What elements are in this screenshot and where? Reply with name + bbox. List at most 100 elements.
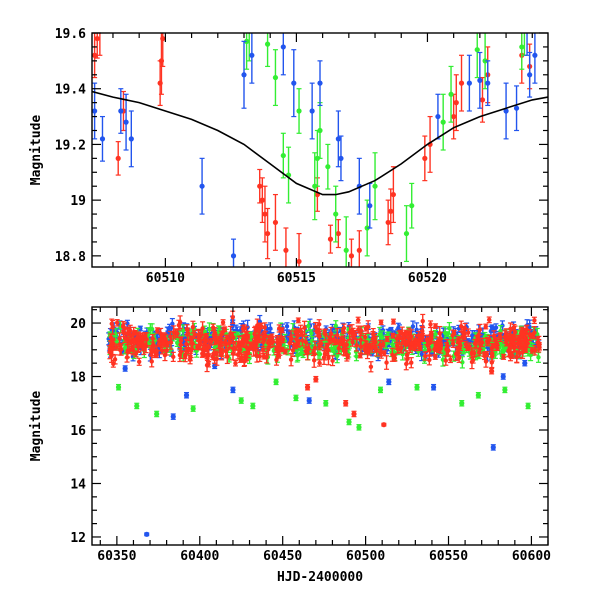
data-point <box>328 225 333 253</box>
data-point <box>384 356 389 369</box>
data-layer <box>106 311 542 537</box>
data-point <box>502 387 507 392</box>
data-point <box>476 393 481 398</box>
data-point <box>305 385 310 390</box>
data-point <box>485 61 490 106</box>
data-point <box>487 317 492 323</box>
data-point <box>381 422 386 427</box>
data-point <box>391 167 396 223</box>
data-point <box>293 395 298 400</box>
data-point <box>116 385 121 390</box>
y-tick-label: 16 <box>70 424 86 439</box>
data-point <box>336 220 341 248</box>
data-point <box>281 133 286 178</box>
data-point <box>522 360 527 365</box>
x-tick-label: 60450 <box>263 549 302 564</box>
data-point <box>378 387 383 392</box>
data-layer <box>92 0 548 289</box>
data-point <box>134 403 139 408</box>
data-point <box>123 94 128 150</box>
data-point <box>296 318 301 323</box>
data-point <box>171 414 176 419</box>
data-point <box>459 55 464 111</box>
data-point <box>368 362 373 372</box>
data-point <box>97 0 102 55</box>
x-tick-label: 60400 <box>180 549 219 564</box>
y-axis-label: Magnitude <box>29 391 44 462</box>
data-point <box>137 358 142 365</box>
data-point <box>239 398 244 403</box>
data-point <box>116 142 121 175</box>
data-point <box>118 89 123 134</box>
x-tick-label: 60500 <box>346 549 385 564</box>
data-point <box>431 385 436 390</box>
y-tick-label: 14 <box>70 477 86 492</box>
data-point <box>296 89 301 134</box>
data-point <box>330 356 335 366</box>
data-point <box>129 111 134 167</box>
data-point <box>317 103 322 159</box>
data-point <box>454 75 459 131</box>
y-tick-label: 19.2 <box>55 138 86 153</box>
data-point <box>367 183 372 228</box>
data-point <box>428 321 433 328</box>
data-point <box>475 22 480 78</box>
data-point <box>489 369 494 374</box>
data-point <box>527 53 532 98</box>
data-point <box>414 385 419 390</box>
data-point <box>317 360 322 366</box>
data-point <box>323 401 328 406</box>
x-tick-label: 60600 <box>512 549 551 564</box>
data-point <box>273 379 278 384</box>
data-point <box>532 317 537 323</box>
series-2255ee <box>92 0 537 273</box>
data-point <box>386 379 391 384</box>
data-point <box>325 144 330 189</box>
data-point <box>443 356 448 365</box>
data-point <box>285 323 290 330</box>
data-point <box>409 183 414 228</box>
data-point <box>95 19 100 58</box>
x-tick-label: 60515 <box>277 271 316 286</box>
data-point <box>265 22 270 67</box>
data-point <box>247 0 252 61</box>
data-point <box>184 393 189 398</box>
data-point <box>459 401 464 406</box>
y-tick-label: 18.8 <box>55 250 86 265</box>
data-point <box>372 153 377 220</box>
data-point <box>391 319 396 324</box>
data-point <box>346 419 351 424</box>
data-point <box>338 136 343 181</box>
data-point <box>351 411 356 416</box>
y-tick-label: 20 <box>70 317 86 332</box>
data-point <box>356 425 361 430</box>
data-point <box>379 320 384 324</box>
y-tick-label: 19.6 <box>55 27 86 42</box>
data-point <box>386 200 391 245</box>
data-point <box>317 61 322 106</box>
series-ff3322 <box>92 0 532 289</box>
data-point <box>281 19 286 75</box>
x-tick-label: 60350 <box>97 549 136 564</box>
data-point <box>448 66 453 122</box>
data-point <box>273 195 278 251</box>
data-point <box>199 158 204 214</box>
y-tick-label: 12 <box>70 531 86 546</box>
data-point <box>144 532 149 537</box>
data-point <box>310 83 315 139</box>
data-point <box>519 25 524 70</box>
data-point <box>307 398 312 403</box>
data-point <box>154 411 159 416</box>
data-point <box>241 41 246 108</box>
data-point <box>286 147 291 203</box>
data-point <box>230 387 235 392</box>
data-point <box>501 374 506 379</box>
data-point <box>491 445 496 450</box>
data-point <box>422 136 427 181</box>
x-axis-label: HJD-2400000 <box>277 570 363 585</box>
y-tick-label: 18 <box>70 371 86 386</box>
data-point <box>404 206 409 262</box>
